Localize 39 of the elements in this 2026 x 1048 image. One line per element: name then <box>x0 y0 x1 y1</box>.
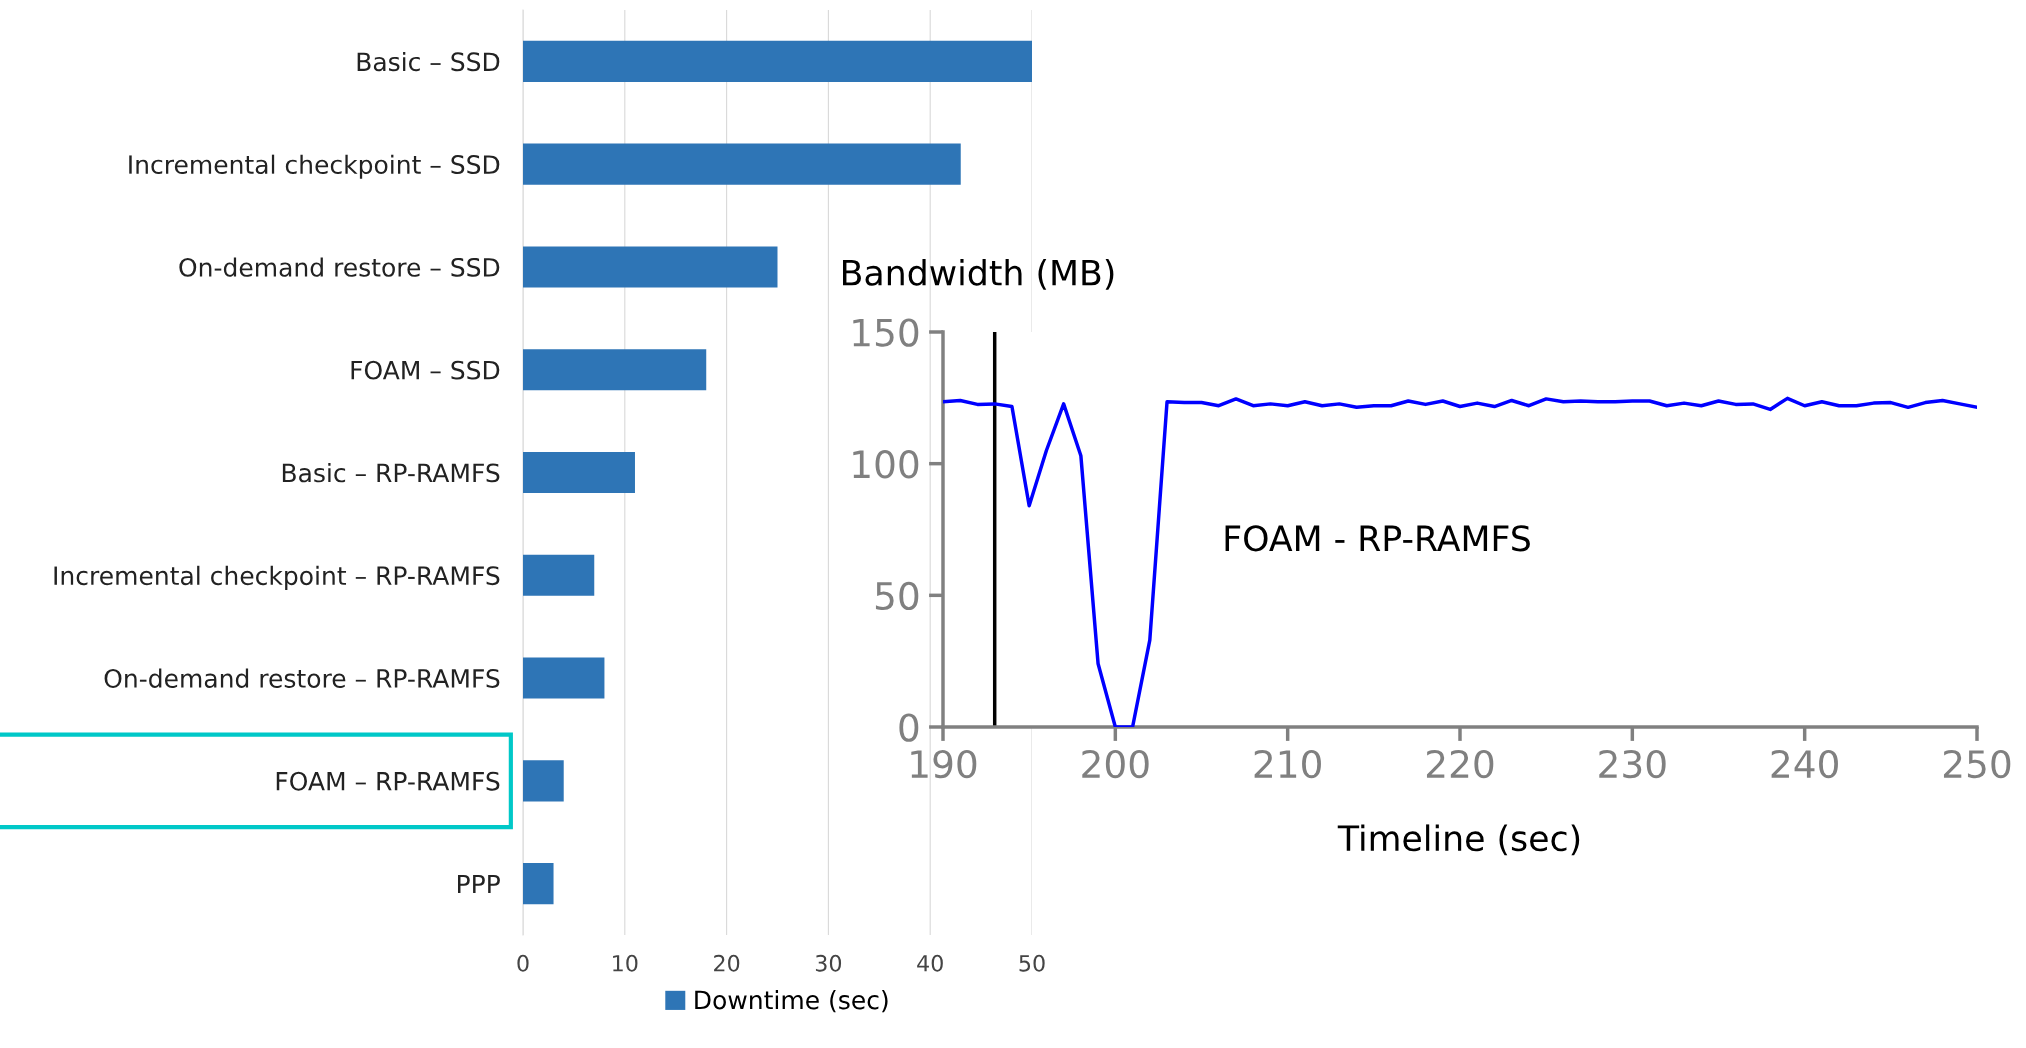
bar <box>523 554 595 596</box>
y-tick-label: Incremental checkpoint – SSD <box>129 154 500 179</box>
x-tick-label: 190 <box>911 749 977 779</box>
x-tick-label: 50 <box>1019 954 1045 972</box>
y-tick-label: 100 <box>853 450 919 479</box>
x-tick-label: 220 <box>1426 749 1494 779</box>
x-tick-label: 200 <box>1082 749 1149 779</box>
bar <box>523 863 554 905</box>
y-tick-label: On-demand restore – SSD <box>179 257 500 277</box>
x-tick-label: 250 <box>1943 749 2011 779</box>
annotation: FOAM - RP-RAMFS <box>1225 525 1530 552</box>
y-tick-label: Incremental checkpoint – RP-RAMFS <box>54 565 500 590</box>
legend-label: Downtime (sec) <box>695 990 888 1013</box>
bar <box>523 349 707 391</box>
y-tick-label: Basic – RP-RAMFS <box>282 463 500 483</box>
y-tick-label: FOAM – RP-RAMFS <box>276 771 500 791</box>
y-tick-label: FOAM – SSD <box>351 360 500 380</box>
y-tick-label: PPP <box>458 874 500 894</box>
x-tick-label: 230 <box>1599 749 1666 779</box>
bar <box>523 143 961 185</box>
y-tick-label: 50 <box>875 581 919 611</box>
bar <box>523 760 564 802</box>
x-tick-label: 240 <box>1771 749 1838 779</box>
y-axis-title: Bandwidth (MB) <box>843 258 1114 290</box>
bar <box>523 246 778 288</box>
x-tick-label: 10 <box>613 954 638 972</box>
x-tick-label: 40 <box>917 954 943 972</box>
x-tick-label: 20 <box>714 954 740 972</box>
x-tick-label: 0 <box>517 954 529 972</box>
y-tick-label: 0 <box>899 713 919 742</box>
bar <box>523 657 605 699</box>
y-tick-label: 150 <box>853 318 919 347</box>
y-tick-label: Basic – SSD <box>357 51 500 72</box>
y-tick-label: On-demand restore – RP-RAMFS <box>104 668 500 688</box>
x-tick-label: 30 <box>815 954 842 972</box>
x-axis-title: Timeline (sec) <box>1337 824 1580 856</box>
bar <box>523 451 635 494</box>
x-tick-label: 210 <box>1254 749 1321 779</box>
bar <box>523 40 1032 82</box>
